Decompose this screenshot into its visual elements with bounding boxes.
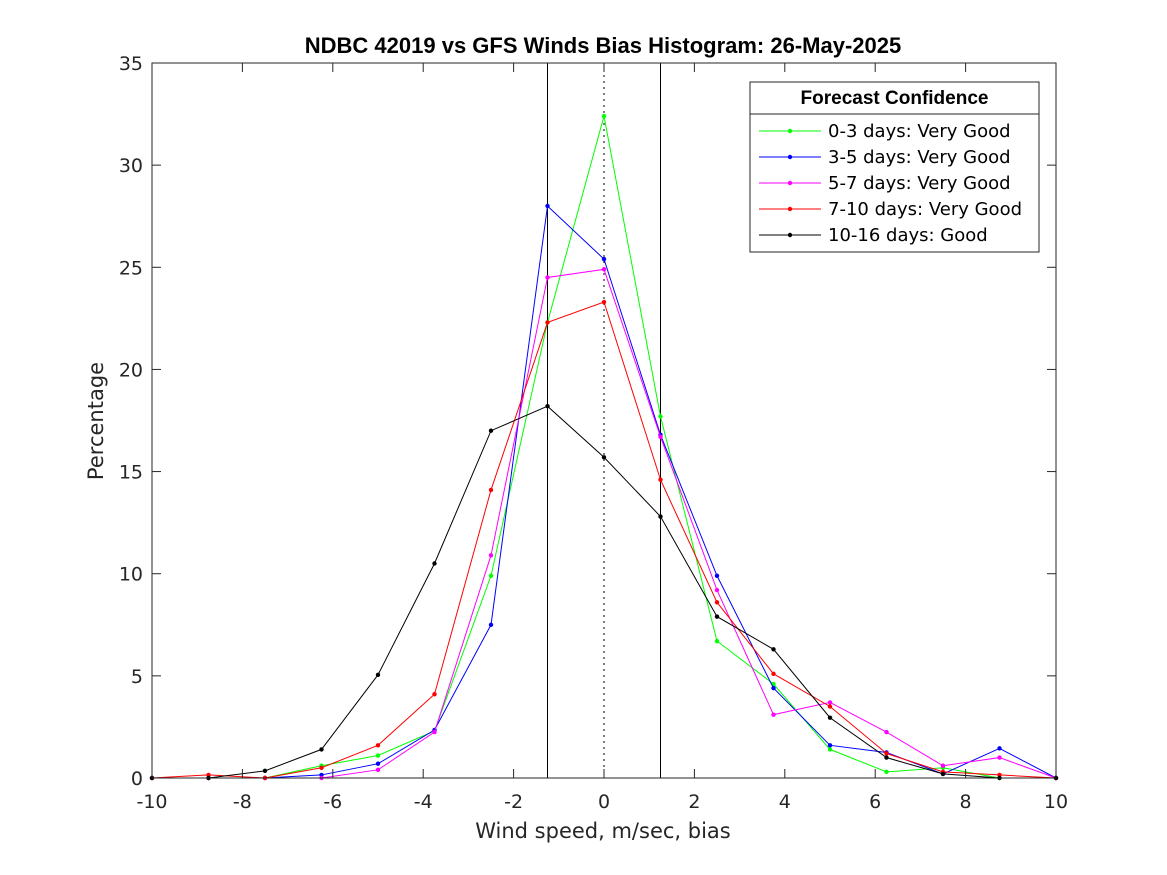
legend-entry-3: 5-7 days: Very Good — [759, 173, 1011, 194]
data-point — [432, 561, 437, 566]
data-point — [488, 553, 494, 558]
data-point — [375, 767, 381, 773]
y-tick-label: 5 — [131, 666, 143, 688]
y-tick-label: 25 — [119, 257, 143, 279]
y-tick-label: 30 — [119, 155, 143, 177]
legend-label: 3-5 days: Very Good — [828, 147, 1011, 168]
data-point — [545, 275, 550, 280]
legend-entry-5: 10-16 days: Good — [759, 225, 988, 246]
x-tick-label: -6 — [323, 791, 342, 813]
data-point — [771, 671, 776, 677]
data-point — [601, 113, 607, 119]
data-point — [601, 256, 607, 262]
legend-entries: 0-3 days: Very Good 3-5 days: Very Good 5-… — [759, 121, 1022, 246]
data-point — [488, 487, 494, 493]
data-point — [658, 514, 663, 519]
data-point — [658, 477, 663, 482]
data-point — [884, 755, 889, 760]
data-point — [375, 761, 381, 766]
x-tick-label: -2 — [504, 791, 523, 813]
series-5 — [149, 404, 1059, 781]
legend: Forecast Confidence 0-3 days: Very Good 3… — [749, 81, 1040, 253]
data-point — [545, 203, 550, 209]
data-point — [206, 772, 211, 778]
data-point — [714, 573, 720, 578]
data-point — [771, 647, 776, 652]
data-point — [997, 746, 1002, 751]
legend-label: 7-10 days: Very Good — [828, 199, 1022, 220]
chart-title: NDBC 42019 vs GFS Winds Bias Histogram: … — [305, 33, 901, 58]
data-point — [884, 751, 889, 756]
reference-lines — [547, 63, 661, 778]
data-point — [375, 753, 381, 758]
data-point — [714, 614, 720, 619]
data-point — [940, 763, 946, 768]
data-point — [997, 755, 1002, 760]
legend-entry-4: 7-10 days: Very Good — [759, 199, 1022, 220]
y-tick-label: 35 — [119, 53, 143, 75]
data-point — [488, 573, 494, 578]
x-axis-label: Wind speed, m/sec, bias — [475, 819, 731, 843]
data-point — [319, 747, 324, 752]
x-tick-label: 10 — [1044, 791, 1068, 813]
x-tick-label: 0 — [598, 791, 610, 813]
data-point — [432, 692, 437, 697]
data-point — [262, 768, 268, 774]
data-point — [375, 672, 381, 678]
legend-label: 10-16 days: Good — [828, 225, 988, 246]
x-tick-label: 2 — [688, 791, 700, 813]
legend-entry-2: 3-5 days: Very Good — [759, 147, 1011, 168]
data-point — [658, 434, 663, 440]
x-tick-label: -4 — [414, 791, 433, 813]
data-point — [884, 769, 889, 775]
x-tick-label: 6 — [869, 791, 881, 813]
data-point — [319, 772, 324, 778]
data-point — [884, 729, 889, 735]
axis-ticks: -10 -8 -6 -4 -2 0 2 4 6 8 10 0 5 10 15 20 25 30 35 — [119, 53, 1068, 813]
x-tick-label: -10 — [136, 791, 167, 813]
data-point — [601, 455, 607, 460]
x-tick-label: -8 — [233, 791, 252, 813]
legend-label: 0-3 days: Very Good — [828, 121, 1011, 142]
data-point — [488, 428, 494, 433]
legend-swatch-marker — [787, 128, 793, 134]
data-point — [545, 404, 550, 409]
data-point — [601, 299, 607, 305]
legend-swatch-marker — [787, 180, 793, 186]
legend-title: Forecast Confidence — [801, 88, 989, 109]
data-point — [714, 587, 720, 593]
data-point — [997, 772, 1002, 778]
legend-swatch-marker — [787, 232, 793, 238]
y-tick-label: 15 — [119, 462, 143, 484]
legend-swatch-marker — [787, 206, 793, 212]
y-tick-label: 10 — [119, 564, 143, 586]
data-point — [432, 729, 437, 735]
data-point — [488, 622, 494, 627]
y-tick-label: 20 — [119, 359, 143, 381]
data-point — [601, 267, 607, 272]
data-point — [827, 743, 833, 748]
x-tick-label: 8 — [960, 791, 972, 813]
legend-swatch-marker — [787, 154, 793, 160]
y-tick-label: 0 — [131, 768, 143, 790]
data-point — [658, 414, 663, 419]
y-axis-label: Percentage — [84, 362, 108, 480]
x-tick-label: 4 — [779, 791, 791, 813]
data-point — [940, 771, 946, 777]
data-point — [545, 320, 550, 325]
data-point — [375, 743, 381, 748]
legend-label: 5-7 days: Very Good — [828, 173, 1011, 194]
legend-entry-1: 0-3 days: Very Good — [759, 121, 1011, 142]
data-point — [827, 700, 833, 705]
legend-box — [749, 81, 1040, 253]
data-point — [714, 600, 720, 605]
data-point — [771, 685, 776, 691]
data-point — [827, 747, 833, 752]
data-point — [827, 715, 833, 720]
data-point — [714, 638, 720, 644]
data-point — [827, 704, 833, 709]
data-point — [771, 712, 776, 717]
data-point — [319, 765, 324, 770]
